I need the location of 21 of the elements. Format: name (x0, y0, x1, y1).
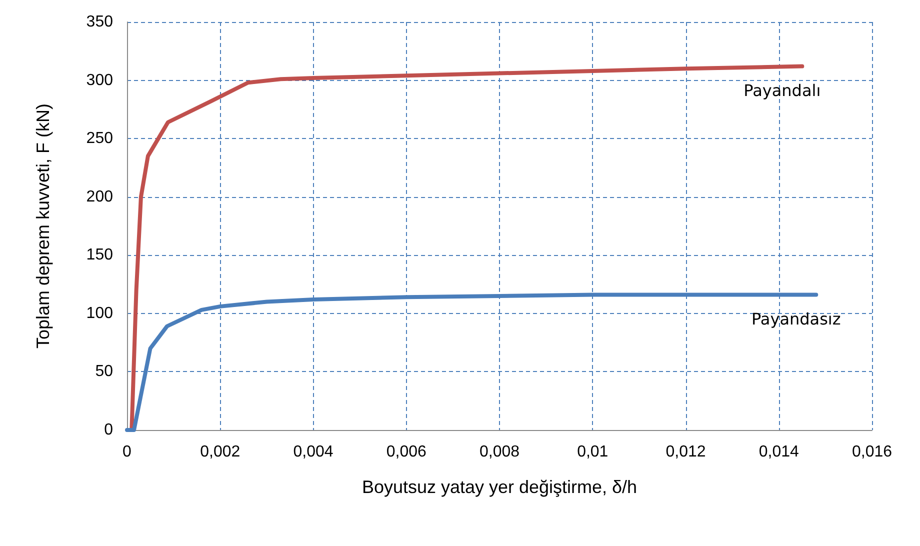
series-label: Payandalı (744, 80, 821, 100)
x-tick-label: 0,002 (200, 444, 240, 460)
y-axis-title: Toplam deprem kuvveti, F (kN) (33, 103, 53, 349)
x-axis-title: Boyutsuz yatay yer değiştirme, δ/h (362, 477, 638, 497)
y-tick-label: 200 (86, 188, 114, 206)
x-tick-label: 0,008 (479, 444, 520, 460)
y-tick-label: 350 (86, 14, 114, 30)
x-tick-label: 0,004 (293, 444, 334, 460)
series-label: Payandasız (751, 309, 841, 328)
y-tick-label: 0 (104, 422, 114, 438)
y-tick-label: 50 (95, 363, 114, 380)
y-tick-label: 300 (86, 72, 114, 89)
x-tick-label: 0,012 (666, 444, 706, 460)
y-tick-label: 250 (86, 130, 114, 148)
x-tick-label: 0,006 (386, 444, 426, 460)
y-tick-label: 100 (86, 304, 114, 322)
x-tick-label: 0,01 (577, 444, 608, 460)
x-tick-label: 0,014 (758, 444, 799, 460)
x-tick-label: 0 (122, 444, 132, 460)
x-tick-label: 0,016 (852, 444, 892, 460)
y-tick-label: 150 (86, 246, 114, 264)
